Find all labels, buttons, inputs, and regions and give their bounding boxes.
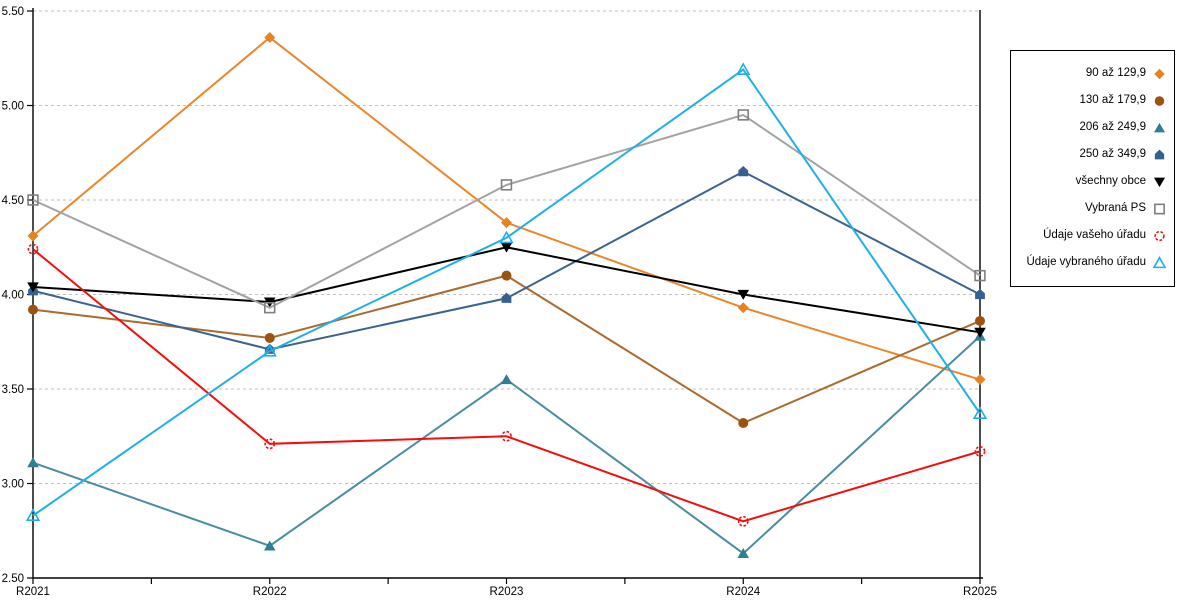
legend-marker-circle-open-dashed-icon — [1154, 230, 1165, 242]
diamond-icon[interactable] — [264, 31, 276, 43]
legend-item-label: všechny obce — [1075, 175, 1146, 188]
pentagon-up-icon[interactable] — [1154, 149, 1165, 160]
square-open-icon[interactable] — [1154, 203, 1165, 215]
series-line — [32, 335, 981, 555]
legend-item[interactable]: 250 až 349,9 — [1011, 148, 1174, 162]
legend-item[interactable]: 130 až 179,9 — [1011, 94, 1174, 108]
circle-icon[interactable] — [28, 304, 38, 315]
pentagon-up-icon[interactable] — [738, 166, 749, 177]
pentagon-up-icon[interactable] — [501, 292, 512, 303]
series-1 — [27, 31, 986, 386]
triangle-up-icon[interactable] — [27, 457, 39, 468]
circle-icon[interactable] — [1154, 96, 1165, 106]
series-3 — [27, 330, 986, 559]
circle-open-dashed-icon[interactable] — [264, 438, 276, 450]
circle-icon[interactable] — [738, 418, 749, 429]
triangle-up-icon[interactable] — [1153, 122, 1166, 133]
legend-item-label: 90 až 129,9 — [1085, 67, 1146, 80]
legend-marker-pentagon-up-icon — [1154, 149, 1165, 160]
series-line — [32, 113, 981, 309]
diamond-icon[interactable] — [27, 230, 39, 242]
triangle-down-icon[interactable] — [1153, 177, 1166, 188]
legend-marker-square-open-icon — [1154, 203, 1165, 215]
legend-item-label: Údaje vybraného úřadu — [1026, 256, 1146, 269]
legend: 90 až 129,9 130 až 179,9 206 až 249,9 250 a… — [1010, 50, 1175, 287]
square-open-icon[interactable] — [500, 179, 513, 191]
series-2 — [28, 270, 985, 429]
series-6 — [27, 109, 986, 314]
legend-item-label: 206 až 249,9 — [1079, 121, 1146, 134]
legend-item-label: 130 až 179,9 — [1079, 94, 1146, 107]
y-tick-label: 3.50 — [2, 384, 24, 396]
x-tick-label: R2024 — [726, 586, 760, 598]
circle-open-dashed-icon[interactable] — [974, 445, 986, 457]
circle-icon[interactable] — [501, 270, 512, 281]
legend-marker-triangle-up-icon — [1153, 122, 1166, 133]
triangle-open-icon[interactable] — [1152, 256, 1167, 269]
diamond-icon[interactable] — [737, 302, 749, 314]
triangle-open-icon[interactable] — [25, 508, 41, 522]
y-tick-label: 2.50 — [2, 573, 24, 585]
legend-marker-triangle-down-icon — [1153, 177, 1166, 188]
triangle-open-icon[interactable] — [262, 343, 277, 357]
series-4 — [28, 166, 985, 354]
diamond-icon[interactable] — [1154, 68, 1165, 80]
triangle-up-icon[interactable] — [263, 540, 276, 551]
series-line — [32, 170, 981, 351]
y-tick-label: 5.50 — [2, 6, 24, 18]
diamond-icon[interactable] — [501, 217, 512, 229]
circle-icon[interactable] — [975, 315, 985, 326]
x-tick-label: R2022 — [253, 586, 287, 598]
legend-marker-circle-icon — [1154, 96, 1165, 106]
series-5 — [27, 242, 986, 338]
triangle-down-icon[interactable] — [974, 327, 986, 338]
legend-item[interactable]: Údaje vybraného úřadu — [1011, 256, 1174, 270]
y-tick-label: 4.00 — [2, 290, 24, 302]
square-open-icon[interactable] — [974, 269, 986, 282]
diamond-icon[interactable] — [974, 374, 986, 386]
triangle-down-icon[interactable] — [500, 242, 513, 253]
triangle-up-icon[interactable] — [737, 548, 750, 559]
legend-item[interactable]: Vybraná PS — [1011, 202, 1174, 216]
y-tick-label: 5.00 — [2, 101, 24, 113]
y-tick-label: 3.00 — [2, 479, 24, 491]
x-tick-label: R2023 — [490, 586, 524, 598]
series-line — [32, 246, 981, 334]
legend-item[interactable]: Údaje vašeho úřadu — [1011, 229, 1174, 243]
y-tick-label: 4.50 — [2, 195, 24, 207]
triangle-down-icon[interactable] — [27, 282, 39, 293]
circle-open-dashed-icon[interactable] — [501, 430, 512, 442]
square-open-icon[interactable] — [264, 302, 276, 314]
triangle-up-icon[interactable] — [500, 374, 513, 385]
circle-open-dashed-icon[interactable] — [737, 515, 749, 527]
series-line — [32, 68, 981, 517]
circle-open-dashed-icon[interactable] — [27, 243, 39, 255]
pentagon-up-icon[interactable] — [975, 288, 985, 300]
legend-item[interactable]: všechny obce — [1011, 175, 1174, 189]
legend-item-label: Vybraná PS — [1085, 202, 1146, 215]
square-open-icon[interactable] — [737, 109, 749, 121]
legend-marker-diamond-icon — [1154, 68, 1165, 80]
series-line — [32, 248, 981, 523]
triangle-open-icon[interactable] — [499, 230, 514, 244]
circle-open-dashed-icon[interactable] — [1154, 230, 1165, 242]
triangle-open-icon[interactable] — [972, 406, 988, 419]
square-open-icon[interactable] — [27, 194, 39, 206]
circle-icon[interactable] — [264, 332, 275, 343]
legend-marker-triangle-open-icon — [1152, 256, 1167, 269]
series-8 — [25, 62, 988, 522]
legend-item[interactable]: 90 až 129,9 — [1011, 67, 1174, 81]
x-tick-label: R2025 — [963, 586, 997, 598]
triangle-open-icon[interactable] — [736, 62, 751, 75]
triangle-down-icon[interactable] — [737, 289, 750, 300]
series-7 — [27, 243, 986, 527]
legend-item-label: 250 až 349,9 — [1079, 148, 1146, 161]
x-tick-label: R2021 — [16, 586, 50, 598]
legend-item[interactable]: 206 až 249,9 — [1011, 121, 1174, 135]
legend-item-label: Údaje vašeho úřadu — [1043, 229, 1146, 242]
